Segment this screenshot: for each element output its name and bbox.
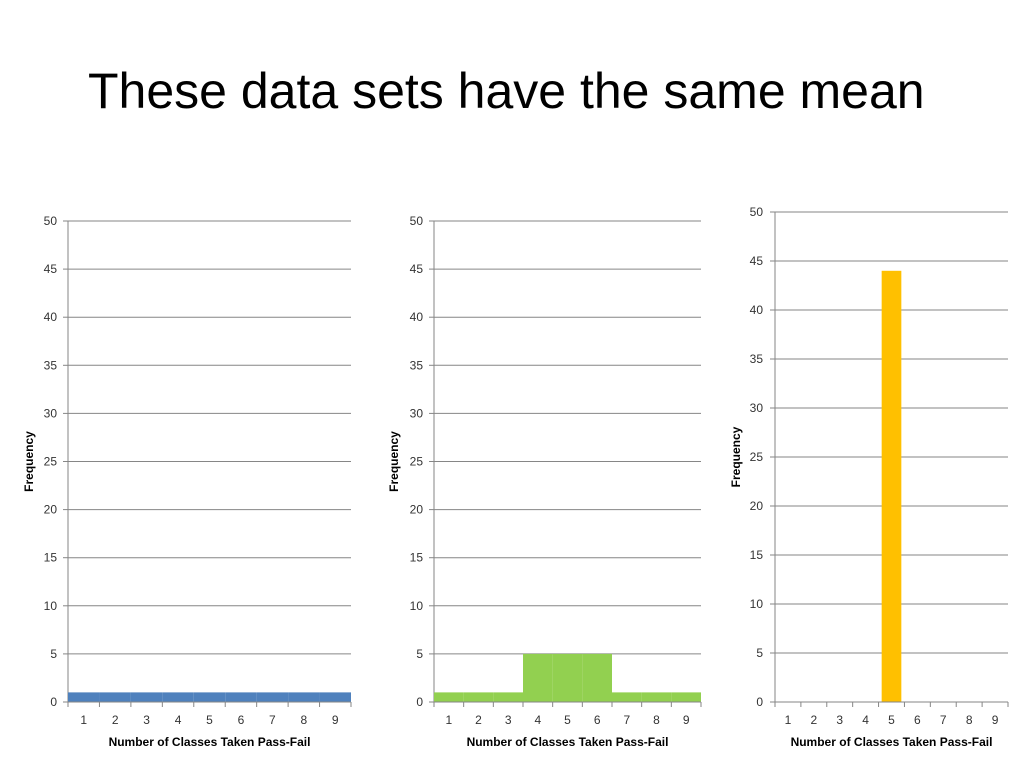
y-tick-label: 35 (750, 352, 764, 366)
bar-5 (552, 653, 583, 702)
bar-1 (68, 692, 100, 702)
slide-title: These data sets have the same mean (88, 63, 925, 119)
bar-5 (881, 270, 902, 702)
y-tick-label: 45 (750, 254, 764, 268)
x-tick-label: 2 (112, 713, 119, 727)
y-tick-label: 0 (756, 695, 763, 709)
x-tick-label: 1 (785, 713, 792, 727)
y-tick-label: 10 (750, 597, 764, 611)
x-axis-title: Number of Classes Taken Pass-Fail (467, 735, 669, 749)
x-tick-label: 9 (683, 713, 690, 727)
y-axis-title: Frequency (22, 431, 36, 492)
y-tick-label: 50 (44, 214, 58, 228)
y-tick-label: 40 (410, 310, 424, 324)
bar-4 (523, 653, 553, 702)
y-tick-label: 10 (44, 599, 58, 613)
y-tick-label: 25 (410, 455, 424, 469)
x-tick-label: 7 (623, 713, 630, 727)
bar-8 (288, 692, 320, 702)
y-tick-label: 40 (750, 303, 764, 317)
x-tick-label: 5 (888, 713, 895, 727)
x-tick-label: 7 (269, 713, 276, 727)
y-tick-label: 0 (50, 695, 57, 709)
y-axis-title: Frequency (387, 431, 401, 492)
x-tick-label: 2 (810, 713, 817, 727)
y-tick-label: 35 (410, 358, 424, 372)
bar-4 (162, 692, 194, 702)
bar-2 (99, 692, 131, 702)
x-tick-label: 3 (143, 713, 150, 727)
bar-2 (463, 692, 494, 702)
bar-7 (256, 692, 289, 702)
y-tick-label: 45 (44, 262, 58, 276)
y-tick-label: 15 (44, 551, 58, 565)
y-tick-label: 50 (750, 205, 764, 219)
x-axis-title: Number of Classes Taken Pass-Fail (109, 735, 311, 749)
y-tick-label: 40 (44, 310, 58, 324)
x-tick-label: 5 (206, 713, 213, 727)
bar-3 (493, 692, 523, 702)
x-tick-label: 1 (80, 713, 87, 727)
y-tick-label: 0 (416, 695, 423, 709)
x-tick-label: 4 (862, 713, 869, 727)
y-tick-label: 30 (750, 401, 764, 415)
bar-6 (225, 692, 257, 702)
bar-6 (582, 653, 612, 702)
x-tick-label: 8 (966, 713, 973, 727)
x-tick-label: 8 (300, 713, 307, 727)
bar-1 (434, 692, 464, 702)
y-tick-label: 10 (410, 599, 424, 613)
y-tick-label: 5 (416, 647, 423, 661)
x-tick-label: 7 (940, 713, 947, 727)
y-tick-label: 30 (410, 406, 424, 420)
x-tick-label: 1 (445, 713, 452, 727)
bar-8 (641, 692, 672, 702)
x-tick-label: 4 (175, 713, 182, 727)
bar-7 (612, 692, 642, 702)
x-tick-label: 9 (992, 713, 999, 727)
y-axis-title: Frequency (729, 426, 743, 487)
y-tick-label: 5 (756, 646, 763, 660)
y-tick-label: 30 (44, 406, 58, 420)
bar-9 (319, 692, 351, 702)
x-tick-label: 3 (505, 713, 512, 727)
x-tick-label: 6 (238, 713, 245, 727)
x-tick-label: 5 (564, 713, 571, 727)
y-tick-label: 15 (410, 551, 424, 565)
y-tick-label: 20 (750, 499, 764, 513)
x-tick-label: 4 (534, 713, 541, 727)
x-tick-label: 2 (475, 713, 482, 727)
y-tick-label: 50 (410, 214, 424, 228)
bar-5 (193, 692, 226, 702)
y-tick-label: 45 (410, 262, 424, 276)
x-tick-label: 6 (594, 713, 601, 727)
bar-3 (130, 692, 163, 702)
y-tick-label: 35 (44, 358, 58, 372)
y-tick-label: 5 (50, 647, 57, 661)
x-tick-label: 9 (332, 713, 339, 727)
y-tick-label: 25 (750, 450, 764, 464)
x-tick-label: 3 (836, 713, 843, 727)
y-tick-label: 20 (410, 503, 424, 517)
y-tick-label: 15 (750, 548, 764, 562)
bar-9 (671, 692, 701, 702)
x-axis-title: Number of Classes Taken Pass-Fail (791, 735, 993, 749)
x-tick-label: 6 (914, 713, 921, 727)
y-tick-label: 25 (44, 455, 58, 469)
y-tick-label: 20 (44, 503, 58, 517)
x-tick-label: 8 (653, 713, 660, 727)
